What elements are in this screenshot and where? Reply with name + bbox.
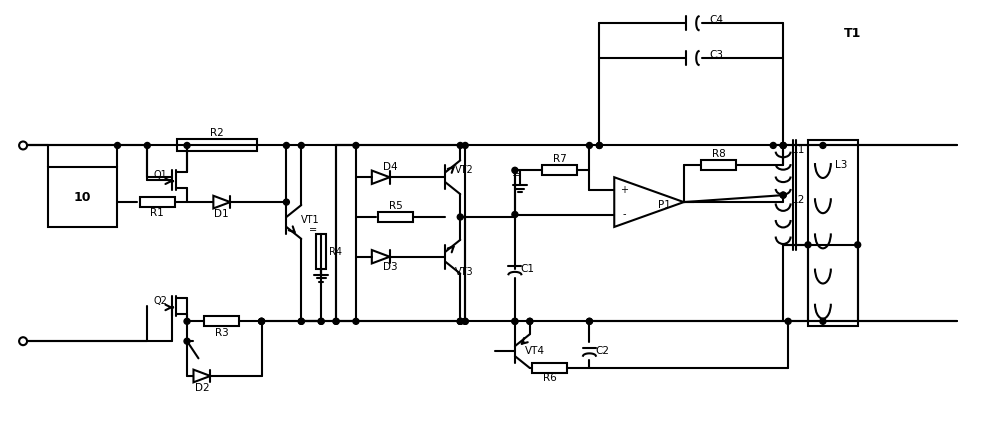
Text: VT2: VT2 — [455, 165, 474, 175]
Circle shape — [820, 143, 826, 149]
Text: L2: L2 — [792, 195, 804, 205]
Circle shape — [780, 143, 786, 149]
Text: R5: R5 — [389, 201, 403, 211]
Text: VT1: VT1 — [301, 215, 320, 225]
Bar — [316, 235, 326, 269]
Circle shape — [353, 143, 359, 149]
Text: R6: R6 — [543, 373, 557, 383]
Text: VT4: VT4 — [525, 346, 545, 356]
Text: R2: R2 — [210, 127, 224, 137]
Circle shape — [512, 318, 518, 324]
Circle shape — [527, 318, 533, 324]
Bar — [378, 212, 413, 222]
Circle shape — [457, 143, 463, 149]
Circle shape — [596, 143, 602, 149]
Circle shape — [462, 318, 468, 324]
Text: T1: T1 — [844, 27, 861, 40]
Text: R4: R4 — [329, 247, 342, 257]
Circle shape — [820, 318, 826, 324]
Text: P1: P1 — [658, 200, 670, 210]
Circle shape — [596, 143, 602, 149]
Text: +: + — [620, 184, 628, 195]
Bar — [532, 363, 567, 373]
Text: C2: C2 — [595, 346, 609, 356]
Text: =: = — [512, 170, 522, 180]
Circle shape — [298, 143, 304, 149]
Text: R3: R3 — [215, 328, 229, 338]
Circle shape — [586, 318, 592, 324]
Circle shape — [184, 318, 190, 324]
Circle shape — [512, 212, 518, 217]
Circle shape — [512, 167, 518, 173]
Circle shape — [586, 143, 592, 149]
Circle shape — [457, 318, 463, 324]
Text: D2: D2 — [195, 383, 209, 393]
Text: =: = — [309, 225, 317, 235]
Circle shape — [184, 338, 190, 344]
Circle shape — [527, 318, 533, 324]
Text: R1: R1 — [150, 208, 164, 218]
Circle shape — [259, 318, 265, 324]
Text: L3: L3 — [835, 160, 847, 170]
Circle shape — [144, 143, 150, 149]
Bar — [204, 316, 239, 326]
Bar — [542, 165, 577, 175]
Bar — [140, 197, 175, 207]
Text: D3: D3 — [383, 262, 398, 272]
Circle shape — [462, 318, 468, 324]
Bar — [48, 167, 117, 227]
Circle shape — [780, 192, 786, 198]
Text: 10: 10 — [74, 191, 91, 203]
Circle shape — [298, 318, 304, 324]
Circle shape — [318, 318, 324, 324]
Circle shape — [318, 318, 324, 324]
Text: R8: R8 — [712, 149, 725, 159]
Text: D1: D1 — [214, 209, 229, 219]
Text: C3: C3 — [709, 50, 723, 60]
Text: -: - — [622, 210, 626, 219]
Text: Q2: Q2 — [153, 296, 167, 306]
Circle shape — [298, 318, 304, 324]
Text: Q1: Q1 — [153, 170, 167, 180]
Circle shape — [184, 143, 190, 149]
Circle shape — [785, 318, 791, 324]
Circle shape — [462, 143, 468, 149]
Circle shape — [805, 242, 811, 248]
Circle shape — [780, 143, 786, 149]
Circle shape — [457, 214, 463, 220]
Bar — [336, 146, 465, 321]
Circle shape — [114, 143, 120, 149]
Circle shape — [855, 242, 861, 248]
Bar — [701, 160, 736, 170]
Text: C4: C4 — [709, 15, 723, 25]
Circle shape — [259, 318, 265, 324]
Circle shape — [457, 318, 463, 324]
Text: L1: L1 — [792, 146, 804, 156]
Bar — [808, 140, 858, 326]
Text: R7: R7 — [553, 154, 566, 164]
Circle shape — [780, 192, 786, 198]
Circle shape — [780, 143, 786, 149]
Circle shape — [586, 318, 592, 324]
Text: C1: C1 — [521, 264, 535, 274]
Circle shape — [259, 318, 265, 324]
Circle shape — [770, 143, 776, 149]
Circle shape — [283, 143, 289, 149]
Text: VT3: VT3 — [455, 267, 474, 276]
Circle shape — [512, 318, 518, 324]
Circle shape — [333, 318, 339, 324]
Circle shape — [333, 318, 339, 324]
Circle shape — [353, 318, 359, 324]
Text: D4: D4 — [383, 162, 398, 172]
Circle shape — [457, 318, 463, 324]
Circle shape — [283, 199, 289, 205]
Bar — [177, 140, 257, 152]
